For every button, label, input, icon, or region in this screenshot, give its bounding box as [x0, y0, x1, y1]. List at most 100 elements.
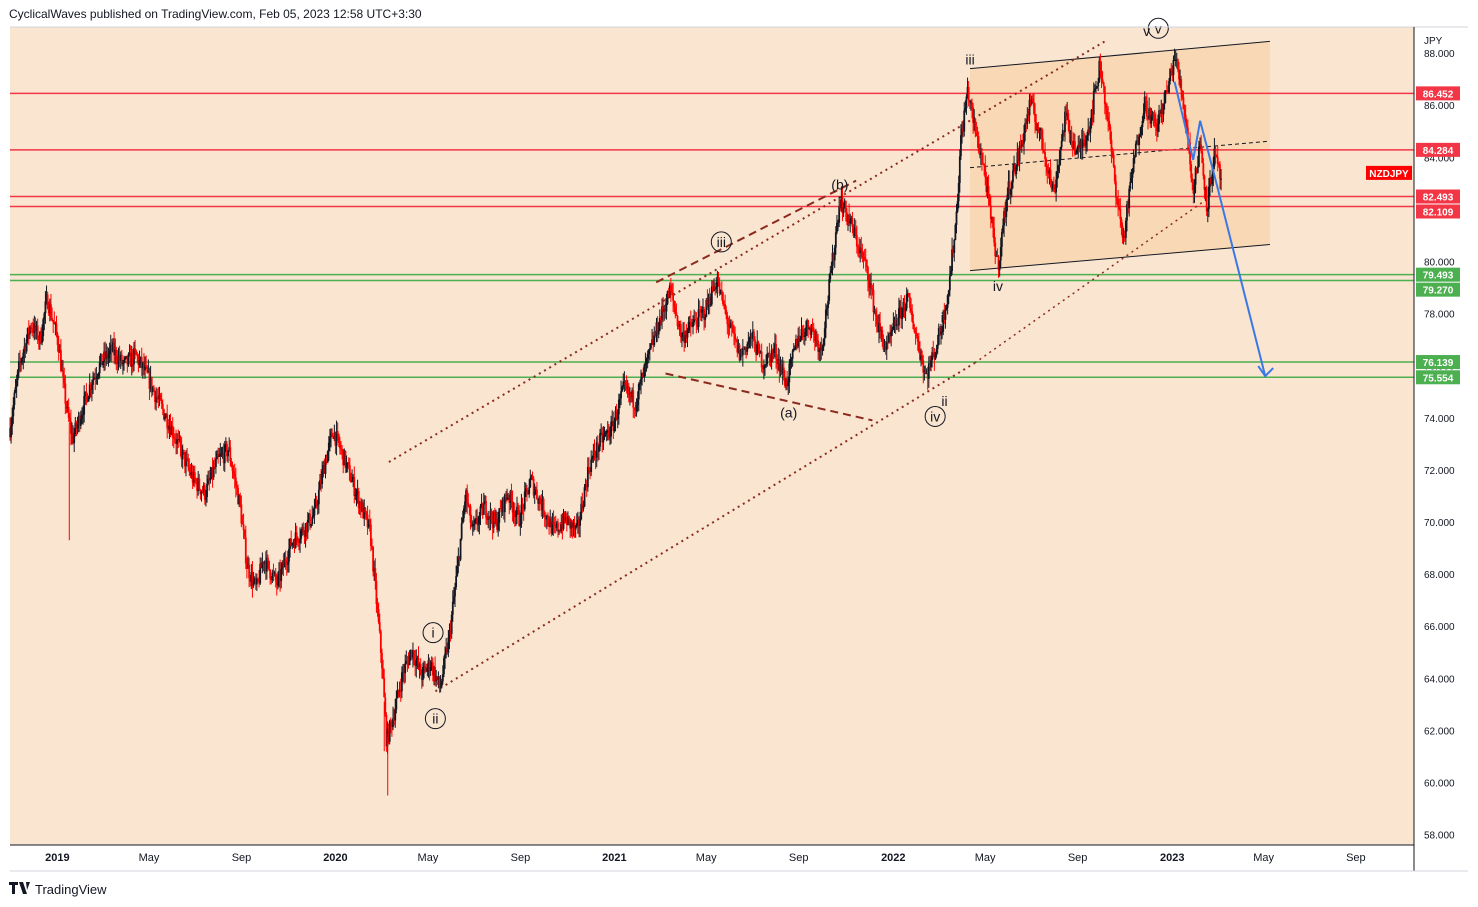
candle-body[interactable] — [1154, 122, 1157, 126]
candle-body[interactable] — [1049, 169, 1052, 182]
candle-body[interactable] — [512, 511, 515, 513]
candle-body[interactable] — [226, 443, 228, 457]
candle-body[interactable] — [933, 352, 936, 360]
candle-body[interactable] — [377, 609, 380, 623]
candle-body[interactable] — [457, 557, 460, 566]
candle-body[interactable] — [244, 537, 247, 564]
candle-body[interactable] — [542, 498, 545, 516]
candle-body[interactable] — [417, 657, 420, 668]
candle-body[interactable] — [53, 322, 56, 325]
candle-body[interactable] — [484, 500, 486, 504]
candle-body[interactable] — [157, 398, 160, 400]
candle-body[interactable] — [891, 330, 894, 332]
candle-body[interactable] — [350, 480, 352, 483]
candle-body[interactable] — [130, 352, 133, 367]
candle-body[interactable] — [392, 718, 394, 728]
candle-body[interactable] — [125, 355, 128, 358]
candle-body[interactable] — [148, 370, 151, 390]
candle-body[interactable] — [567, 516, 569, 526]
candle-body[interactable] — [1202, 163, 1205, 176]
candle-body[interactable] — [726, 315, 729, 325]
candle-body[interactable] — [265, 557, 268, 572]
candle-body[interactable] — [561, 524, 564, 529]
candle-body[interactable] — [71, 432, 73, 434]
candle-body[interactable] — [920, 355, 922, 360]
candle-body[interactable] — [540, 503, 543, 511]
candle-body[interactable] — [412, 650, 414, 658]
candle-body[interactable] — [1157, 123, 1159, 132]
candle-body[interactable] — [776, 359, 779, 364]
candle-body[interactable] — [1056, 170, 1059, 180]
candle-body[interactable] — [604, 432, 607, 434]
candle-body[interactable] — [500, 509, 503, 513]
candle-body[interactable] — [1043, 150, 1045, 153]
price-tag[interactable] — [1416, 282, 1460, 297]
candle-body[interactable] — [1153, 115, 1156, 123]
candle-body[interactable] — [220, 453, 223, 455]
candle-body[interactable] — [340, 448, 342, 450]
candle-body[interactable] — [1018, 145, 1021, 162]
candle-body[interactable] — [664, 309, 667, 312]
candle-body[interactable] — [744, 347, 746, 350]
candle-body[interactable] — [810, 327, 813, 335]
candle-body[interactable] — [720, 290, 723, 293]
candle-body[interactable] — [143, 362, 145, 371]
candle-body[interactable] — [676, 315, 679, 326]
candle-body[interactable] — [1013, 164, 1015, 171]
candle-body[interactable] — [1058, 158, 1061, 166]
candle-body[interactable] — [12, 405, 15, 417]
candle-body[interactable] — [563, 512, 566, 521]
candle-body[interactable] — [354, 495, 357, 497]
candle-body[interactable] — [626, 386, 629, 390]
candle-body[interactable] — [785, 379, 787, 386]
candle-body[interactable] — [73, 434, 76, 444]
candle-body[interactable] — [1071, 141, 1074, 150]
candle-body[interactable] — [314, 500, 317, 507]
candle-body[interactable] — [219, 454, 222, 456]
candle-body[interactable] — [366, 514, 369, 528]
candle-body[interactable] — [461, 518, 464, 524]
candle-body[interactable] — [731, 326, 734, 333]
candle-body[interactable] — [274, 572, 277, 581]
candle-body[interactable] — [1110, 139, 1113, 153]
candle-body[interactable] — [1219, 164, 1221, 179]
candle-body[interactable] — [58, 349, 61, 353]
candle-body[interactable] — [395, 698, 398, 710]
candle-body[interactable] — [693, 319, 696, 323]
candle-body[interactable] — [231, 466, 234, 472]
candle-body[interactable] — [637, 384, 640, 400]
candle-body[interactable] — [498, 508, 501, 523]
price-tag[interactable] — [1416, 204, 1460, 219]
candle-body[interactable] — [779, 364, 782, 372]
candle-body[interactable] — [433, 667, 435, 676]
candle-body[interactable] — [362, 503, 365, 519]
candle-body[interactable] — [874, 310, 877, 316]
candle-body[interactable] — [41, 336, 44, 343]
candle-body[interactable] — [537, 498, 539, 504]
candle-body[interactable] — [859, 247, 862, 254]
candle-body[interactable] — [985, 177, 988, 193]
candle-body[interactable] — [767, 352, 770, 354]
candle-body[interactable] — [450, 614, 453, 634]
candle-body[interactable] — [1164, 90, 1167, 93]
candle-body[interactable] — [620, 391, 622, 399]
candle-body[interactable] — [712, 286, 714, 292]
candle-body[interactable] — [154, 391, 156, 403]
candle-body[interactable] — [346, 462, 349, 464]
price-tag[interactable] — [1416, 267, 1460, 282]
candle-body[interactable] — [361, 503, 363, 511]
candle-body[interactable] — [1005, 199, 1008, 218]
candle-body[interactable] — [96, 376, 99, 378]
candle-body[interactable] — [613, 421, 616, 432]
candle-body[interactable] — [973, 118, 976, 123]
candle-body[interactable] — [447, 637, 450, 653]
candle-body[interactable] — [501, 498, 504, 513]
candle-body[interactable] — [956, 201, 959, 212]
candle-body[interactable] — [466, 490, 469, 504]
candle-body[interactable] — [1068, 120, 1071, 134]
candle-body[interactable] — [937, 327, 940, 345]
candle-body[interactable] — [998, 260, 1001, 270]
candle-body[interactable] — [611, 421, 614, 423]
candle-body[interactable] — [1060, 140, 1063, 148]
candle-body[interactable] — [440, 681, 443, 687]
